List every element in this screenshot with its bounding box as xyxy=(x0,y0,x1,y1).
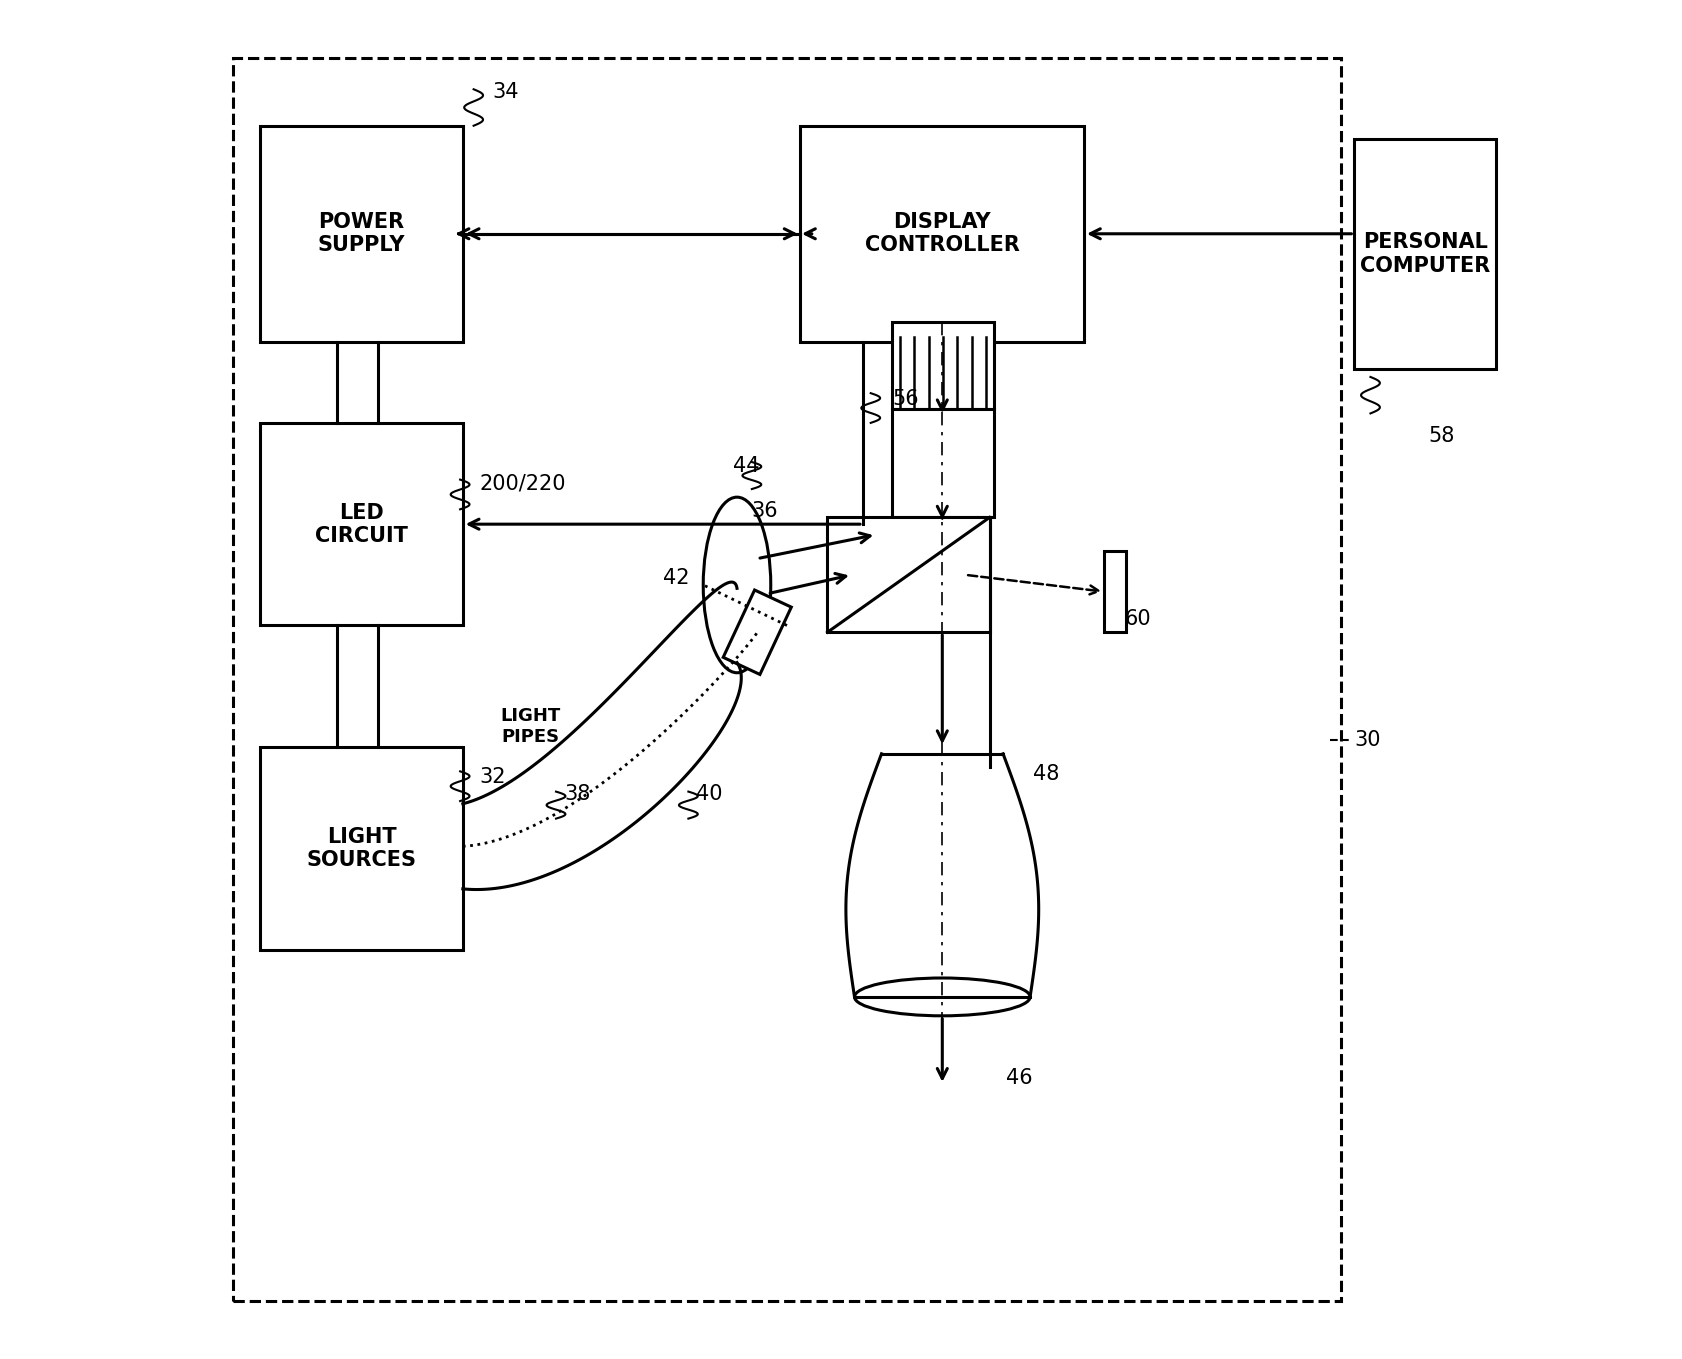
Bar xyxy=(893,322,994,409)
Text: 46: 46 xyxy=(1006,1068,1033,1089)
Text: 58: 58 xyxy=(1428,427,1455,446)
Text: 200/220: 200/220 xyxy=(479,474,565,493)
Text: 40: 40 xyxy=(696,784,723,805)
Text: 60: 60 xyxy=(1125,609,1150,629)
Bar xyxy=(828,518,989,632)
Text: 32: 32 xyxy=(479,766,506,787)
Bar xyxy=(801,126,1085,342)
Text: LIGHT
PIPES: LIGHT PIPES xyxy=(500,708,560,746)
Text: POWER
SUPPLY: POWER SUPPLY xyxy=(318,212,405,255)
Text: DISPLAY
CONTROLLER: DISPLAY CONTROLLER xyxy=(865,212,1019,255)
Text: 36: 36 xyxy=(750,500,777,520)
Bar xyxy=(261,423,463,625)
Text: 34: 34 xyxy=(493,82,520,102)
Bar xyxy=(723,590,791,674)
Bar xyxy=(893,409,994,518)
Bar xyxy=(1354,139,1495,368)
Text: LED
CIRCUIT: LED CIRCUIT xyxy=(315,503,409,546)
Bar xyxy=(1105,552,1125,632)
Text: 56: 56 xyxy=(893,389,918,409)
Text: 44: 44 xyxy=(733,457,760,476)
Ellipse shape xyxy=(854,978,1029,1015)
Bar xyxy=(261,126,463,342)
Text: LIGHT
SOURCES: LIGHT SOURCES xyxy=(306,826,417,870)
Text: PERSONAL
COMPUTER: PERSONAL COMPUTER xyxy=(1361,232,1490,276)
Text: 48: 48 xyxy=(1033,764,1060,784)
Bar xyxy=(261,747,463,950)
Bar xyxy=(234,58,1341,1301)
Text: 38: 38 xyxy=(563,784,590,805)
Ellipse shape xyxy=(703,497,770,673)
Text: 42: 42 xyxy=(663,568,690,588)
Text: 30: 30 xyxy=(1354,730,1381,750)
